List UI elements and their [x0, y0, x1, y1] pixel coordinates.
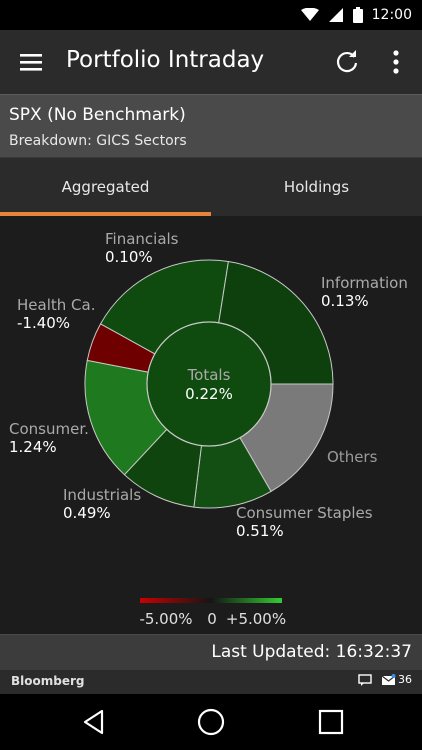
slice-label-industrials: Industrials	[63, 486, 141, 504]
slice-label-health-ca: Health Ca.	[17, 296, 95, 314]
benchmark-header[interactable]: SPX (No Benchmark) Breakdown: GICS Secto…	[0, 94, 422, 158]
back-icon[interactable]	[80, 708, 108, 736]
last-updated-bar: Last Updated: 16:32:37	[0, 634, 422, 670]
slice-label-consumer: Consumer.	[9, 420, 89, 438]
scale-max-label: +5.00%	[226, 610, 286, 628]
chart-area: Financials 0.10% Information 0.13% Others Con…	[0, 216, 422, 634]
system-nav-bar	[0, 694, 422, 750]
slice-label-consumer-staples: Consumer Staples	[236, 504, 373, 522]
tab-aggregated[interactable]: Aggregated	[61, 178, 150, 196]
home-icon[interactable]	[197, 708, 225, 736]
last-updated-text: Last Updated: 16:32:37	[211, 642, 412, 662]
benchmark-name: SPX (No Benchmark)	[9, 105, 186, 125]
totals-circle[interactable]	[146, 321, 272, 447]
refresh-icon[interactable]	[334, 49, 360, 75]
message-icon[interactable]	[358, 673, 372, 686]
active-tab-indicator	[0, 212, 211, 216]
battery-icon	[352, 7, 363, 23]
more-vert-icon[interactable]	[386, 48, 406, 76]
color-scale-bar	[140, 598, 282, 603]
breakdown-label: Breakdown: GICS Sectors	[9, 133, 187, 149]
slice-label-others: Others	[327, 448, 378, 466]
recents-icon[interactable]	[317, 708, 345, 736]
page-title: Portfolio Intraday	[66, 47, 265, 73]
mail-icon[interactable]	[382, 673, 396, 686]
notification-bar: Bloomberg 36	[0, 670, 422, 694]
scale-mid-label: 0	[207, 610, 217, 628]
slice-value-financials: 0.10%	[105, 248, 153, 266]
slice-label-financials: Financials	[105, 230, 179, 248]
clock: 12:00	[371, 7, 412, 23]
tab-bar: Aggregated Holdings	[0, 158, 422, 216]
signal-icon	[328, 8, 343, 22]
slice-value-consumer: 1.24%	[9, 438, 57, 456]
totals-label: Totals	[187, 366, 231, 384]
bloomberg-logo: Bloomberg	[11, 674, 85, 688]
mail-count: 36	[398, 673, 412, 686]
menu-icon[interactable]	[18, 50, 44, 74]
wifi-icon	[300, 8, 319, 21]
slice-value-industrials: 0.49%	[63, 504, 111, 522]
slice-value-consumer-staples: 0.51%	[236, 522, 284, 540]
tab-holdings[interactable]: Holdings	[283, 178, 350, 196]
slice-label-information: Information	[321, 274, 408, 292]
status-bar: 12:00	[0, 0, 422, 30]
totals-value: 0.22%	[185, 385, 233, 403]
app-bar: Portfolio Intraday	[0, 30, 422, 94]
slice-value-health-ca: -1.40%	[17, 314, 70, 332]
slice-value-information: 0.13%	[321, 292, 369, 310]
scale-min-label: -5.00%	[139, 610, 192, 628]
